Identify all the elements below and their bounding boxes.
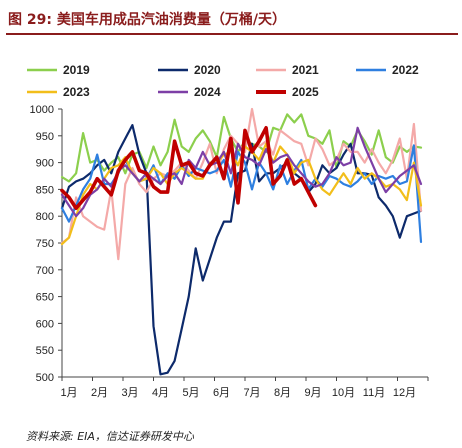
chart-series (60, 107, 423, 376)
title-underline (6, 33, 458, 35)
legend-label-2020: 2020 (194, 63, 221, 77)
series-line-2025 (60, 126, 318, 210)
y-tick-label: 750 (36, 238, 54, 250)
y-tick-label: 950 (36, 131, 54, 143)
y-tick-label: 650 (36, 292, 54, 304)
chart-legend: 2019 2020 2021 2022 2023 2024 2025 (27, 63, 419, 99)
legend-label-2025: 2025 (292, 85, 319, 99)
legend-label-2019: 2019 (63, 63, 90, 77)
x-tick-label: 9月 (304, 387, 321, 399)
y-tick-label: 900 (36, 158, 54, 170)
x-tick-label: 6月 (213, 387, 230, 399)
x-tick-label: 7月 (243, 387, 260, 399)
y-tick-label: 700 (36, 265, 54, 277)
x-tick-label: 8月 (274, 387, 291, 399)
x-tick-label: 5月 (182, 387, 199, 399)
legend-label-2021: 2021 (292, 63, 319, 77)
source-note: 资料来源: EIA，信达证券研发中心 (26, 430, 194, 443)
x-tick-label: 4月 (152, 387, 169, 399)
chart-axes: 500 550 600 650 700 750 800 850 900 950 1000 1月 2月 3月… (30, 104, 429, 399)
chart-title: 图 29: 美国车用成品汽油消费量（万桶/天） (8, 12, 286, 28)
legend-label-2024: 2024 (194, 85, 221, 99)
x-tick-label: 12月 (393, 387, 416, 399)
x-tick-label: 3月 (121, 387, 138, 399)
legend-label-2023: 2023 (63, 85, 90, 99)
y-tick-label: 1000 (30, 104, 54, 116)
x-tick-label: 11月 (363, 387, 385, 399)
y-tick-label: 800 (36, 211, 54, 223)
series-line-2021 (60, 107, 423, 261)
legend-label-2022: 2022 (392, 63, 419, 77)
y-tick-label: 550 (36, 345, 54, 357)
y-tick-label: 600 (36, 318, 54, 330)
x-tick-label: 10月 (332, 387, 355, 399)
y-tick-label: 500 (36, 372, 54, 384)
y-tick-label: 850 (36, 184, 54, 196)
x-tick-label: 2月 (91, 387, 108, 399)
x-tick-label: 1月 (60, 387, 77, 399)
